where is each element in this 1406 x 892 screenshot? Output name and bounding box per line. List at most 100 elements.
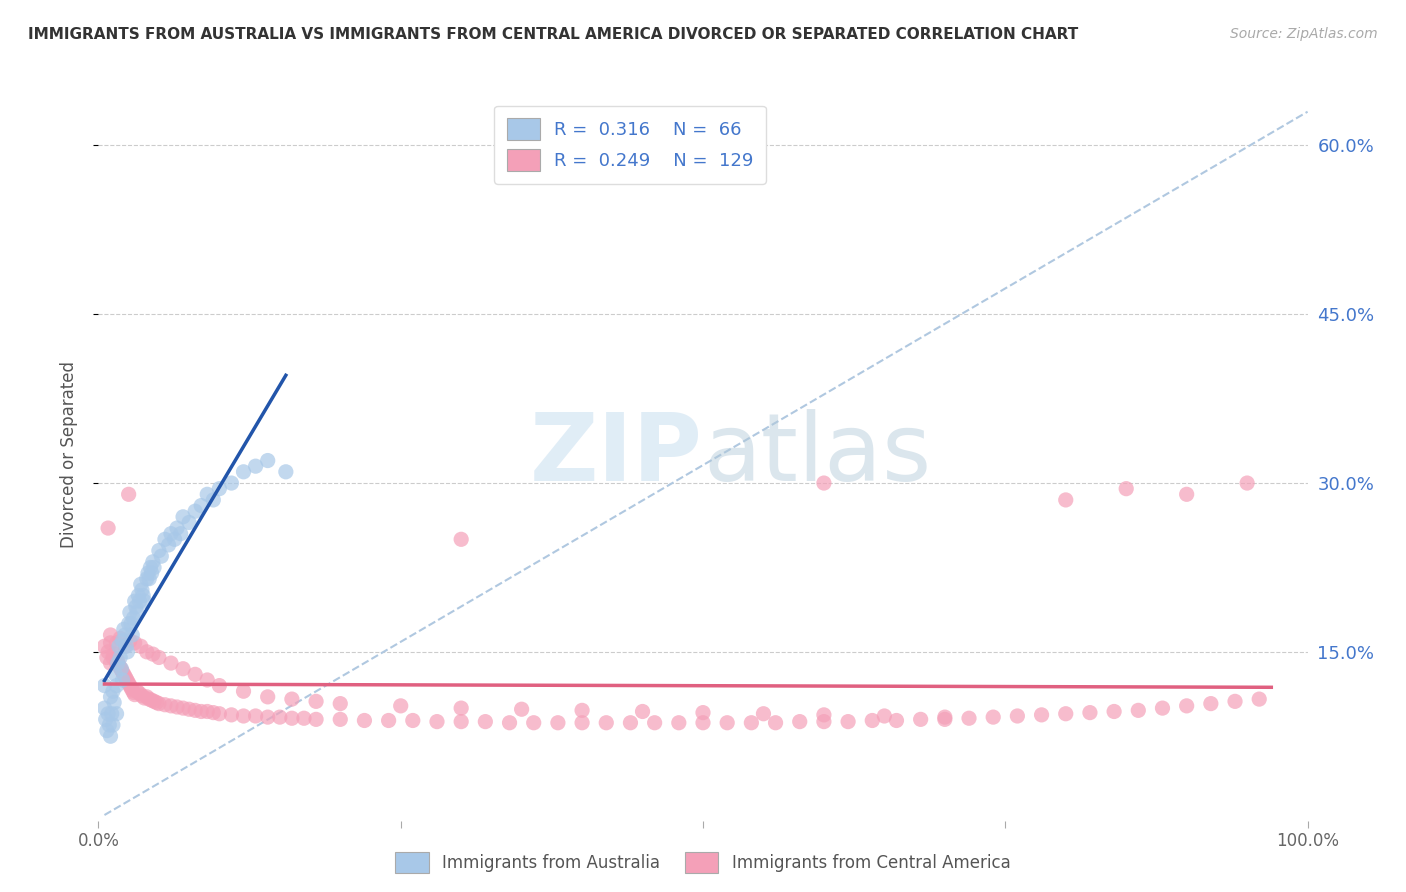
Point (256, 453, 278, 467)
Point (1236, 476, 1258, 491)
Point (111, 633, 134, 648)
Point (789, 714, 811, 729)
Point (619, 715, 641, 730)
Point (98, 718, 121, 732)
Point (1031, 707, 1053, 722)
Point (221, 476, 243, 491)
Point (125, 599, 148, 614)
Point (128, 686, 150, 700)
Point (121, 683, 143, 698)
Point (143, 694, 166, 708)
Point (134, 690, 156, 705)
Point (121, 628, 143, 642)
Point (402, 714, 425, 728)
Point (122, 611, 145, 625)
Point (860, 714, 883, 728)
Point (886, 714, 908, 728)
Point (128, 594, 150, 608)
Point (1102, 705, 1125, 719)
Point (111, 665, 134, 679)
Point (105, 656, 128, 670)
Point (166, 700, 188, 714)
Point (190, 705, 212, 719)
Point (138, 572, 160, 586)
Point (1115, 482, 1137, 496)
Point (142, 647, 165, 661)
Point (1223, 694, 1246, 708)
Point (100, 628, 122, 642)
Point (160, 526, 183, 541)
Point (108, 658, 131, 673)
Point (100, 706, 122, 721)
Point (118, 676, 141, 690)
Point (153, 698, 176, 712)
Point (232, 465, 254, 479)
Point (148, 697, 170, 711)
Point (110, 662, 132, 676)
Point (127, 606, 149, 620)
Point (274, 465, 297, 479)
Point (179, 702, 201, 716)
Point (450, 533, 472, 547)
Point (104, 667, 127, 681)
Point (232, 684, 254, 698)
Point (1175, 698, 1198, 713)
Point (97, 645, 120, 659)
Point (934, 712, 956, 726)
Point (1054, 706, 1077, 721)
Point (115, 672, 138, 686)
Point (450, 701, 472, 715)
Point (112, 667, 135, 681)
Point (97, 706, 120, 721)
Point (107, 654, 129, 668)
Point (124, 594, 146, 608)
Point (135, 572, 157, 586)
Point (329, 712, 352, 726)
Point (910, 712, 932, 726)
Point (169, 526, 191, 541)
Point (93, 639, 115, 653)
Point (114, 628, 136, 642)
Point (668, 715, 690, 730)
Point (547, 715, 569, 730)
Point (93, 701, 115, 715)
Point (148, 543, 170, 558)
Point (1128, 703, 1150, 717)
Point (157, 538, 180, 552)
Point (813, 714, 835, 729)
Point (957, 711, 980, 725)
Point (94, 712, 117, 726)
Point (141, 693, 163, 707)
Point (1078, 706, 1101, 720)
Point (510, 702, 533, 716)
Point (103, 647, 125, 661)
Point (202, 706, 225, 720)
Point (101, 650, 124, 665)
Point (124, 688, 146, 702)
Point (131, 689, 153, 703)
Point (353, 714, 375, 728)
Point (195, 673, 218, 687)
Point (208, 482, 231, 496)
Point (114, 670, 136, 684)
Point (329, 697, 352, 711)
Point (281, 711, 304, 725)
Point (184, 504, 207, 518)
Point (256, 690, 278, 704)
Point (129, 577, 152, 591)
Text: IMMIGRANTS FROM AUSTRALIA VS IMMIGRANTS FROM CENTRAL AMERICA DIVORCED OR SEPARAT: IMMIGRANTS FROM AUSTRALIA VS IMMIGRANTS … (28, 27, 1078, 42)
Point (740, 715, 762, 730)
Point (305, 694, 328, 708)
Legend: R =  0.316    N =  66, R =  0.249    N =  129: R = 0.316 N = 66, R = 0.249 N = 129 (495, 105, 766, 184)
Point (134, 594, 156, 608)
Point (118, 606, 141, 620)
Point (692, 706, 714, 720)
Point (752, 706, 775, 721)
Point (256, 710, 278, 724)
Point (571, 715, 593, 730)
Point (135, 645, 157, 659)
Point (135, 690, 157, 704)
Point (644, 715, 666, 730)
Point (184, 703, 207, 717)
Point (208, 706, 231, 721)
